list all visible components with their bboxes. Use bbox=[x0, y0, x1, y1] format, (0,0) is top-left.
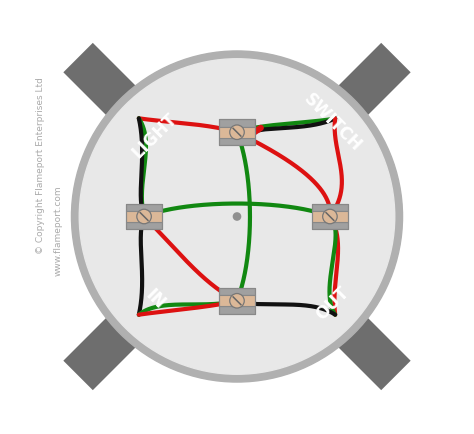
Circle shape bbox=[323, 210, 337, 224]
Bar bbox=[311, 211, 348, 223]
Bar bbox=[219, 120, 255, 127]
Circle shape bbox=[79, 59, 395, 375]
Bar bbox=[311, 223, 348, 230]
Circle shape bbox=[230, 294, 244, 308]
Bar bbox=[126, 204, 163, 230]
Circle shape bbox=[233, 213, 241, 221]
Bar bbox=[219, 296, 255, 307]
Bar bbox=[126, 204, 163, 211]
Bar bbox=[219, 127, 255, 138]
Bar bbox=[219, 120, 255, 146]
Bar bbox=[219, 288, 255, 314]
Text: LIGHT: LIGHT bbox=[129, 109, 181, 161]
Bar bbox=[126, 211, 163, 223]
Bar bbox=[311, 204, 348, 211]
Text: SWITCH: SWITCH bbox=[300, 90, 365, 155]
Bar bbox=[311, 204, 348, 230]
Circle shape bbox=[230, 126, 244, 140]
Bar bbox=[219, 288, 255, 296]
Text: OUT: OUT bbox=[312, 283, 352, 323]
Bar bbox=[126, 223, 163, 230]
Text: IN: IN bbox=[141, 286, 168, 312]
Circle shape bbox=[137, 210, 151, 224]
Circle shape bbox=[72, 52, 402, 382]
Text: www.flameport.com: www.flameport.com bbox=[53, 185, 62, 275]
Bar bbox=[219, 138, 255, 146]
Text: © Copyright Flameport Enterprises Ltd: © Copyright Flameport Enterprises Ltd bbox=[36, 77, 45, 253]
Bar bbox=[219, 307, 255, 314]
